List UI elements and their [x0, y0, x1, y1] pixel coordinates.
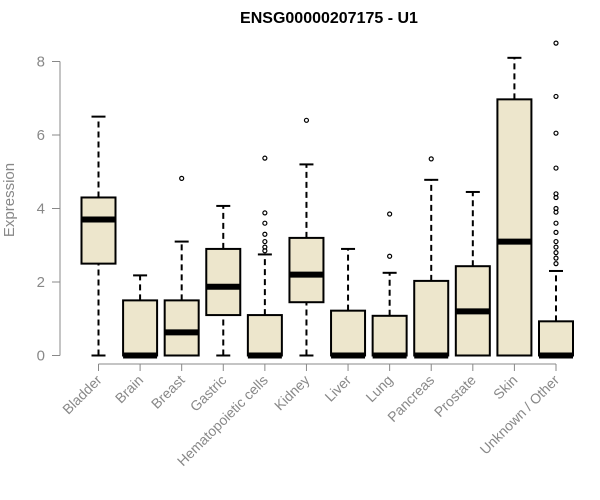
outlier-point: [387, 253, 393, 259]
x-tick-label: Liver: [321, 372, 354, 405]
x-tick-label: Kidney: [271, 372, 313, 414]
outlier-point: [553, 229, 559, 235]
outlier-point: [553, 40, 559, 46]
box-iqr: [288, 236, 325, 304]
box-pancreas: [413, 156, 450, 359]
y-tick-label: 2: [37, 274, 45, 291]
outlier-point: [262, 220, 268, 226]
x-tick-label: Bladder: [59, 372, 105, 418]
outlier-point: [553, 130, 559, 136]
box-unknown-other: [538, 40, 574, 359]
chart-title: ENSG00000207175 - U1: [240, 10, 418, 27]
y-tick-label: 4: [37, 201, 45, 218]
box-lung: [371, 211, 408, 359]
x-tick-label: Brain: [112, 372, 146, 406]
outlier-point: [553, 244, 559, 250]
outlier-point: [262, 210, 268, 216]
outlier-point: [553, 165, 559, 171]
x-tick-label: Skin: [490, 372, 521, 403]
box-iqr: [538, 320, 574, 357]
outlier-point: [553, 261, 559, 267]
outlier-point: [553, 194, 559, 201]
outlier-point: [553, 238, 559, 245]
box-liver: [330, 247, 367, 359]
outlier-point: [428, 156, 434, 162]
box-iqr: [246, 314, 283, 357]
box-iqr: [122, 299, 159, 357]
outlier-point: [553, 93, 559, 100]
box-bladder: [80, 115, 117, 357]
box-breast: [163, 175, 200, 357]
box-iqr: [163, 299, 200, 357]
box-iqr: [205, 247, 242, 317]
outlier-point: [553, 250, 559, 256]
box-iqr: [413, 279, 450, 357]
outlier-point: [387, 211, 393, 217]
box-iqr: [330, 309, 367, 357]
y-axis: 0 2 4 6 8: [37, 54, 61, 365]
y-tick-label: 0: [37, 348, 45, 365]
box-brain: [122, 274, 159, 359]
x-tick-label: Prostate: [431, 372, 479, 420]
box-iqr: [496, 98, 533, 357]
box-hematopoietic-cells: [246, 155, 283, 359]
box-kidney: [288, 117, 325, 357]
outlier-point: [262, 155, 268, 161]
box-skin: [496, 56, 533, 357]
plot-area: [80, 40, 574, 359]
outlier-point: [179, 175, 185, 181]
y-tick-label: 6: [37, 127, 45, 144]
outlier-point: [262, 231, 268, 237]
outlier-point: [262, 238, 268, 245]
outlier-point: [303, 117, 310, 123]
box-iqr: [371, 314, 408, 357]
box-prostate: [454, 190, 491, 357]
outlier-point: [262, 248, 268, 254]
outlier-point: [553, 220, 559, 226]
x-tick-label: Lung: [362, 372, 395, 405]
y-axis-label: Expression: [1, 163, 18, 237]
outlier-point: [553, 255, 559, 261]
box-iqr: [80, 196, 117, 265]
outlier-point: [553, 209, 559, 215]
x-tick-label: Unknown / Other: [477, 372, 563, 458]
box-gastric: [205, 204, 242, 357]
x-tick-label: Breast: [148, 372, 188, 412]
y-tick-label: 8: [37, 54, 45, 71]
